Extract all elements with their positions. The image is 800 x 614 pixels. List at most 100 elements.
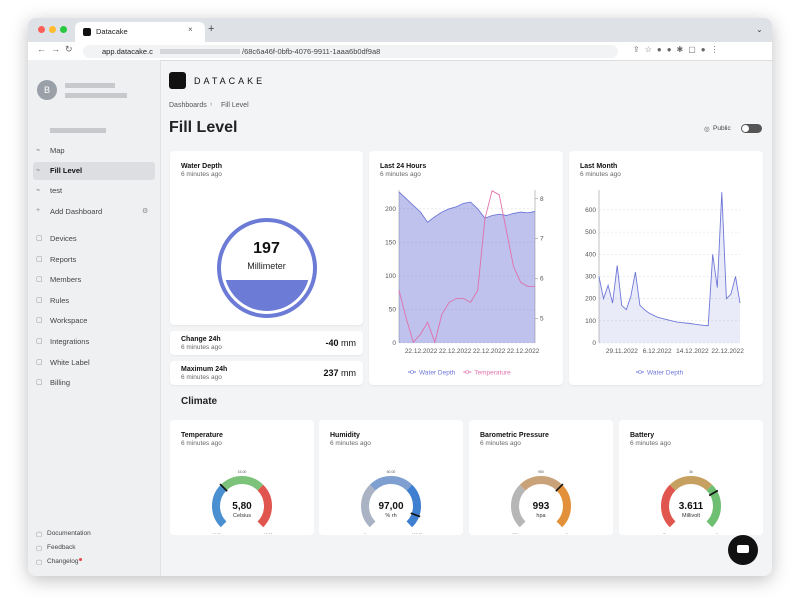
menu-item[interactable]: Workspace (50, 316, 88, 326)
gauge-arc (406, 484, 421, 528)
menu-item[interactable]: Integrations (50, 337, 90, 346)
nav-icon: ⌁ (36, 167, 41, 174)
footer-icon: ▢ (36, 545, 43, 552)
x-tick-label: 22.12.2022 (507, 348, 540, 355)
y-tick-label: 0 (592, 340, 596, 347)
nav-item[interactable]: Fill Level (50, 166, 83, 175)
logo-mark (169, 72, 186, 89)
new-tab[interactable]: + (208, 23, 215, 35)
y2-tick-label: 6 (540, 275, 544, 282)
y-tick-label: 150 (385, 239, 396, 246)
gauge-unit: % rh (385, 513, 396, 519)
x-tick-label: 22.12.2022 (405, 348, 438, 355)
y-tick-label: 200 (385, 206, 396, 213)
legend-label: Water Depth (647, 369, 684, 376)
tab-menu[interactable]: ⌄ (756, 25, 763, 34)
menu-item[interactable]: Devices (50, 234, 77, 243)
card-title: Change 24h (181, 336, 221, 343)
y-tick-label: 0 (392, 340, 396, 347)
y2-tick-label: 5 (540, 315, 544, 322)
card-updated: 6 minutes ago (580, 171, 621, 178)
footer-item[interactable]: Documentation (47, 530, 91, 537)
close-dot[interactable] (38, 26, 45, 33)
y-tick-label: 600 (585, 207, 596, 214)
level-value: 197 (253, 240, 280, 257)
gauge-mid: 50.00 (387, 470, 396, 474)
nav-icon: ⌁ (36, 187, 41, 194)
card-title: Battery (630, 432, 655, 439)
gauge-max: 100.00 (412, 533, 423, 534)
url-redacted (160, 49, 240, 54)
card-updated: 6 minutes ago (181, 440, 222, 447)
line (398, 190, 535, 344)
public-label: Public (713, 125, 731, 132)
gauge-unit: Celsius (233, 513, 251, 519)
zoom-dot[interactable] (60, 26, 67, 33)
gauge-arc (511, 484, 526, 528)
public-toggle[interactable] (741, 124, 762, 133)
tab-close[interactable]: × (188, 25, 193, 34)
tab-favicon (83, 28, 91, 36)
legend-dot (638, 370, 642, 374)
nav-item[interactable]: Map (50, 146, 65, 155)
avatar[interactable]: B (37, 80, 57, 100)
card-updated: 6 minutes ago (630, 440, 671, 447)
gauge-arc (212, 484, 227, 528)
legend-label: Temperature (474, 369, 511, 376)
menu-item[interactable]: Members (50, 275, 82, 285)
y-tick-label: 50 (389, 306, 397, 313)
gauge-needle (708, 489, 719, 497)
x-tick-label: 29.11.2022 (606, 348, 638, 355)
footer-item[interactable]: Feedback (47, 544, 76, 551)
url-path: /68c6a46f-0bfb-4076-9911-1aaa6b0df9a8 (242, 47, 381, 56)
gauge-arc (706, 484, 721, 528)
minimize-dot[interactable] (49, 26, 56, 33)
nav-item[interactable]: test (50, 186, 63, 195)
url-bar[interactable] (83, 45, 618, 58)
settings-icon[interactable]: ⚙ (142, 208, 149, 215)
card-title: Maximum 24h (181, 366, 228, 373)
nav-buttons[interactable]: ← → ↻ (37, 44, 73, 54)
nav-item[interactable]: Add Dashboard (50, 207, 103, 216)
section-title: Climate (181, 396, 218, 407)
breadcrumb-sep: › (210, 101, 213, 108)
max-card: Maximum 24h 6 minutes ago 237 mm (170, 361, 363, 385)
breadcrumb-1[interactable]: Dashboards (169, 102, 207, 109)
y2-tick-label: 7 (540, 236, 544, 243)
menu-item[interactable]: Billing (50, 378, 71, 388)
gauge-value: 993 (533, 501, 550, 512)
gauge-arc (257, 484, 272, 528)
y-tick-label: 400 (585, 251, 596, 258)
last-24h-card: Last 24 Hours 6 minutes ago 0 50 100 150 200… (369, 151, 563, 385)
gauge-needle (219, 483, 228, 492)
x-tick-label: 22.12.2022 (473, 348, 506, 355)
gauge-needle (410, 512, 421, 518)
x-tick-label: 14.12.2022 (676, 348, 709, 355)
extensions[interactable]: ⇪☆●●✱▢●⋮ (633, 45, 724, 54)
chart: 0 100 200 300 400 500 600 29.11.2022 6.12.2022 14… (585, 190, 744, 376)
chat-button[interactable] (728, 535, 758, 565)
y2-tick-label: 8 (540, 196, 544, 203)
gauge-needle (555, 483, 564, 492)
menu-item[interactable]: White Label (50, 357, 90, 367)
menu-item[interactable]: Rules (50, 295, 70, 305)
gauge-unit: Millivolt (682, 513, 701, 519)
menu-icon: ▢ (36, 276, 43, 284)
card-updated: 6 minutes ago (330, 440, 371, 447)
gauge-arc (669, 476, 713, 491)
gauge-arc (220, 476, 264, 491)
x-tick-label: 22.12.2022 (711, 348, 744, 355)
menu-item[interactable]: Reports (50, 254, 77, 264)
gauge-mid: 3k (689, 470, 693, 474)
stat-value: 237 (323, 368, 339, 378)
footer-item[interactable]: Changelog (47, 558, 79, 565)
breadcrumb-2[interactable]: Fill Level (221, 102, 249, 109)
card-updated: 6 minutes ago (380, 171, 421, 178)
browser-window: Datacake × + ⌄ ← → ↻ app.datacake.c /68c… (28, 18, 772, 576)
tab[interactable] (75, 22, 205, 42)
dashboard-redacted (50, 128, 106, 133)
nav-active-bg (33, 162, 155, 180)
public-icon: ◎ (704, 126, 710, 133)
